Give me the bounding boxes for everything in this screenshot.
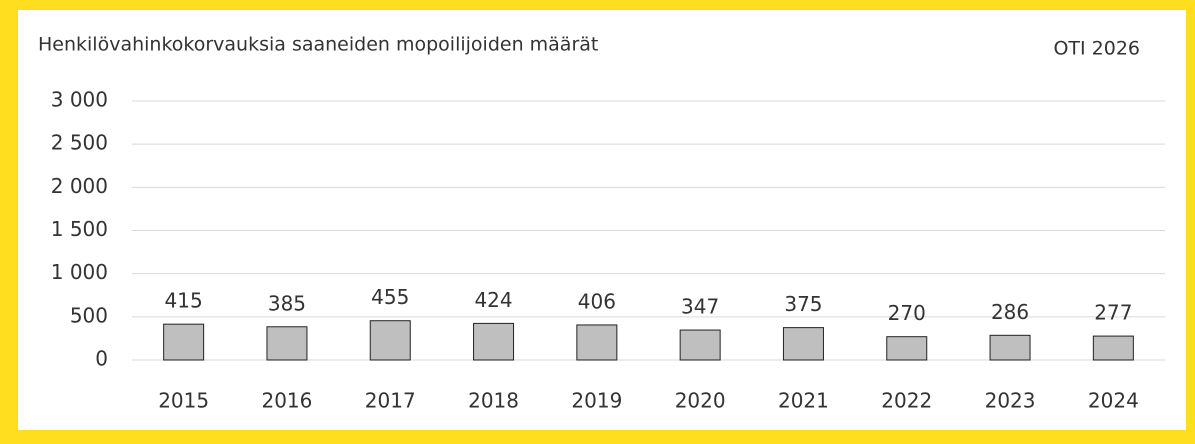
- data-label: 424: [474, 288, 512, 312]
- y-tick-label: 0: [95, 347, 108, 371]
- bar: [369, 320, 411, 361]
- x-tick-label: 2021: [778, 389, 829, 413]
- x-tick-label: 2020: [675, 389, 726, 413]
- bar: [1092, 335, 1134, 361]
- x-tick-label: 2024: [1088, 389, 1139, 413]
- bar: [886, 336, 928, 361]
- x-tick-label: 2015: [158, 389, 209, 413]
- bar: [679, 329, 721, 361]
- x-tick-label: 2017: [365, 389, 416, 413]
- data-label: 277: [1094, 301, 1132, 325]
- y-tick-label: 1 500: [51, 217, 108, 241]
- data-label: 270: [888, 301, 926, 325]
- x-tick-label: 2022: [881, 389, 932, 413]
- y-tick-label: 2 500: [51, 131, 108, 155]
- data-label: 347: [681, 295, 719, 319]
- data-label: 406: [578, 289, 616, 313]
- data-label: 385: [268, 291, 306, 315]
- annotation: OTI 2026: [1053, 38, 1140, 60]
- bar: [576, 324, 618, 361]
- y-tick-label: 500: [70, 303, 108, 327]
- chart-background: [18, 10, 1186, 430]
- x-tick-label: 2016: [261, 389, 312, 413]
- data-label: 455: [371, 285, 409, 309]
- bar: [163, 323, 205, 361]
- data-label: 286: [991, 300, 1029, 324]
- x-tick-label: 2018: [468, 389, 519, 413]
- chart-title: Henkilövahinkokorvauksia saaneiden mopoi…: [38, 34, 598, 56]
- bar: [989, 334, 1031, 361]
- data-label: 415: [165, 289, 203, 313]
- x-tick-label: 2019: [571, 389, 622, 413]
- bar: [473, 322, 515, 361]
- y-tick-label: 1 000: [51, 260, 108, 284]
- x-tick-label: 2023: [985, 389, 1036, 413]
- bar: [266, 326, 308, 361]
- y-tick-label: 2 000: [51, 174, 108, 198]
- y-tick-label: 3 000: [51, 88, 108, 112]
- data-label: 375: [784, 292, 822, 316]
- bar: [782, 327, 824, 361]
